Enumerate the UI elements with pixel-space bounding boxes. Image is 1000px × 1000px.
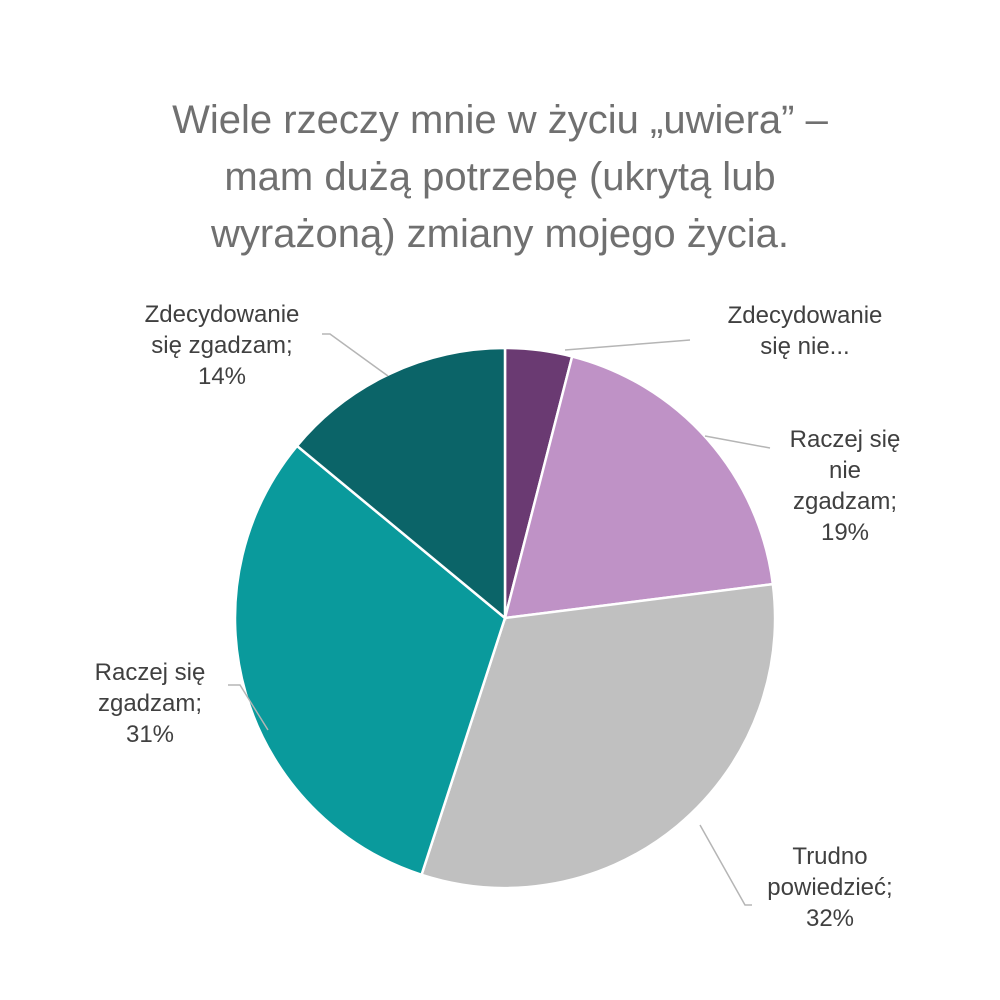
- slice-labels: Zdecydowanie się nie... Raczej się nie zgadz…: [95, 301, 901, 932]
- data-label-3: powiedzieć;: [767, 874, 892, 901]
- data-label-4: 31%: [126, 721, 174, 748]
- leader-line-4: [228, 684, 269, 731]
- data-label-2: 19%: [821, 519, 869, 546]
- data-label-2: Raczej się: [790, 426, 901, 453]
- leader-line-2: [704, 435, 771, 449]
- chart-title-line: Wiele rzeczy mnie w życiu „uwiera” –: [172, 98, 828, 142]
- pie-slice-2: [503, 354, 775, 620]
- data-label-4: Raczej się: [95, 659, 206, 686]
- data-label-5: 14%: [198, 363, 246, 390]
- data-label-5: się zgadzam;: [151, 332, 292, 359]
- data-label-1: się nie...: [760, 333, 849, 360]
- leader-lines: [228, 333, 771, 906]
- pie-slices: [233, 346, 777, 890]
- data-label-3: 32%: [806, 905, 854, 932]
- leader-line-1: [564, 339, 691, 351]
- data-label-5: Zdecydowanie: [145, 301, 300, 328]
- pie-slice-5: [295, 346, 507, 621]
- chart-title-line: wyrażoną) zmiany mojego życia.: [210, 212, 789, 256]
- data-label-1: Zdecydowanie: [728, 302, 883, 329]
- chart-title-line: mam dużą potrzebę (ukrytą lub: [224, 155, 775, 199]
- chart-title: Wiele rzeczy mnie w życiu „uwiera” – mam …: [172, 98, 828, 256]
- pie-slice-3: [419, 582, 777, 890]
- data-label-3: Trudno: [792, 843, 867, 870]
- data-label-2: zgadzam;: [793, 488, 897, 515]
- leader-line-3: [699, 824, 752, 906]
- data-label-4: zgadzam;: [98, 690, 202, 717]
- data-label-2: nie: [829, 457, 861, 484]
- leader-line-5: [322, 333, 389, 377]
